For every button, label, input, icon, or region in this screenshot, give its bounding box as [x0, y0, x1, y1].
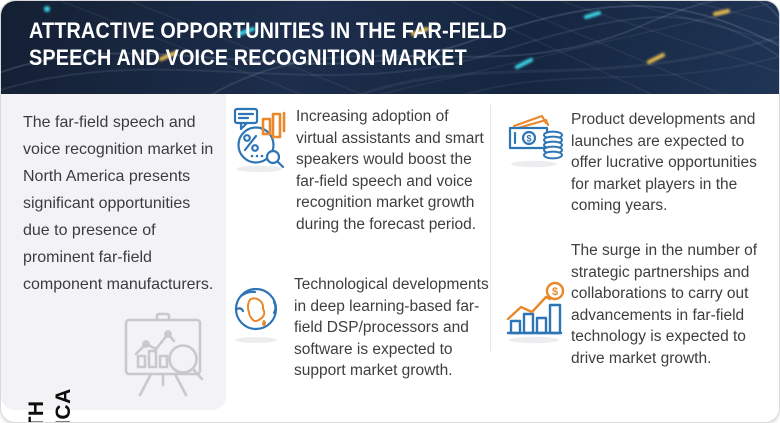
region-label-line1: NORTH — [23, 379, 50, 422]
presentation-chart-magnifier-icon — [113, 306, 213, 411]
globe-icon — [231, 285, 283, 350]
region-description: The far-field speech and voice recogniti… — [23, 114, 214, 293]
column-divider — [490, 105, 491, 351]
page-title-line2: SPEECH AND VOICE RECOGNITION MARKET — [29, 45, 467, 70]
opportunity-text-strategic-partnerships: The surge in the number of strategic par… — [571, 242, 758, 367]
growth-chart-dollar-icon: $ — [505, 281, 567, 350]
opportunity-text-technological-developments: Technological developments in deep learn… — [294, 276, 489, 380]
svg-text:$: $ — [526, 134, 531, 144]
money-coins-icon: $ — [507, 111, 565, 174]
page-title: ATTRACTIVE OPPORTUNITIES IN THE FAR-FIEL… — [29, 17, 507, 71]
header-banner: ATTRACTIVE OPPORTUNITIES IN THE FAR-FIEL… — [1, 1, 779, 94]
page-title-line1: ATTRACTIVE OPPORTUNITIES IN THE FAR-FIEL… — [29, 18, 507, 43]
network-lines-decoration — [1, 1, 779, 94]
region-label-line2: AMERICA — [50, 379, 77, 422]
virtual-assistant-analytics-icon — [232, 106, 292, 179]
region-label: NORTH AMERICA — [23, 379, 79, 422]
region-summary-panel: The far-field speech and voice recogniti… — [1, 94, 226, 422]
opportunity-text-product-developments: Product developments and launches are ex… — [571, 111, 757, 215]
opportunity-text-virtual-assistants: Increasing adoption of virtual assistant… — [296, 108, 484, 233]
svg-text:$: $ — [552, 286, 558, 298]
